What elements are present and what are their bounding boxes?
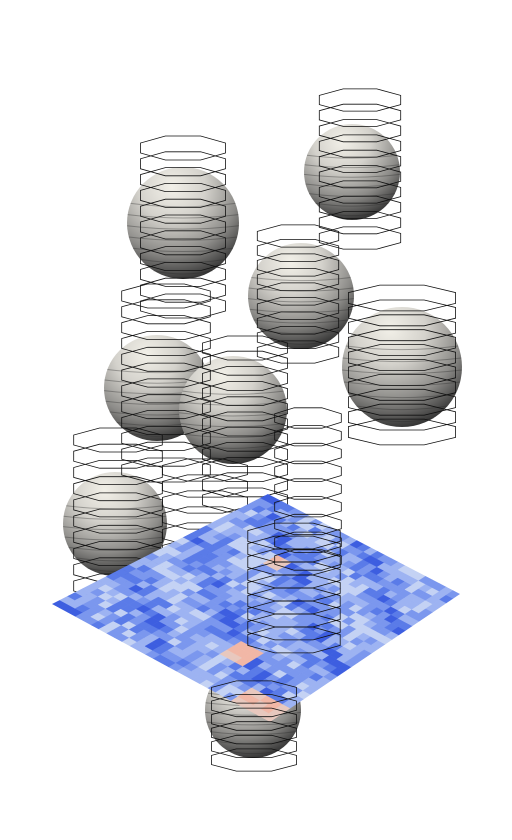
heatmap-plane — [52, 494, 460, 722]
ring-stack-top-left — [140, 135, 226, 319]
ring-stack-center-upper — [256, 224, 340, 364]
sphere-center-upper — [248, 243, 354, 349]
ring-stack-left-middle — [121, 283, 211, 483]
ring-stacks-front-layer — [211, 407, 342, 772]
ring-stack-below-plane — [211, 680, 297, 772]
ring-stack-right — [347, 284, 457, 446]
ring-stack-on-plane — [247, 522, 341, 654]
ring-stack-top-right — [318, 88, 402, 250]
ring-stack-center-lower — [274, 407, 342, 571]
sphere-center-middle — [179, 356, 287, 464]
